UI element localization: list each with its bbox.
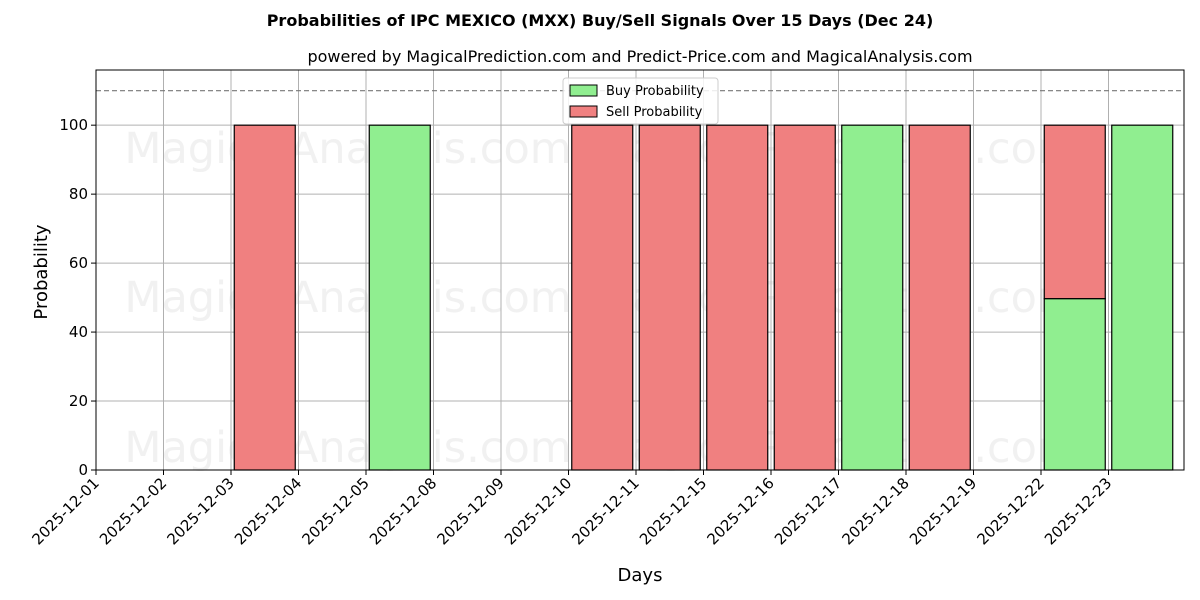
legend-label-buy: Buy Probability <box>606 84 704 99</box>
y-tick-label: 40 <box>69 323 88 341</box>
sell-bar <box>706 124 769 471</box>
legend-label-sell: Sell Probability <box>606 105 703 120</box>
chart-title: Probabilities of IPC MEXICO (MXX) Buy/Se… <box>267 11 934 30</box>
legend-swatch-buy <box>569 84 598 97</box>
x-tick-label: 2025-12-03 <box>163 474 237 548</box>
watermark-text: MagicalAnalysis.com <box>124 124 571 174</box>
y-tick-label: 80 <box>69 185 88 203</box>
watermark-text: MagicalAnalysis.com <box>124 423 571 473</box>
x-tick-label: 2025-12-01 <box>28 474 102 548</box>
x-tick-label: 2025-12-09 <box>433 474 507 548</box>
x-tick-label: 2025-12-15 <box>636 474 710 548</box>
x-tick-label: 2025-12-05 <box>298 474 372 548</box>
y-tick-label: 0 <box>78 461 88 479</box>
legend-box <box>562 77 719 125</box>
x-tick-label: 2025-12-11 <box>568 474 642 548</box>
x-tick-label: 2025-12-22 <box>973 474 1047 548</box>
sell-bar <box>571 124 634 471</box>
y-tick-label: 20 <box>69 392 88 410</box>
buy-bar <box>1111 124 1174 471</box>
x-axis-label: Days <box>618 565 663 586</box>
sell-bar <box>773 124 836 471</box>
watermark-text: MagicalAnalysis.com <box>124 273 571 323</box>
legend-swatch-sell <box>569 105 598 118</box>
sell-bar <box>908 124 971 471</box>
buy-bar <box>368 124 431 471</box>
x-tick-label: 2025-12-19 <box>906 474 980 548</box>
y-tick-label: 60 <box>69 254 88 272</box>
x-tick-label: 2025-12-17 <box>771 474 845 548</box>
y-tick-label: 100 <box>59 116 88 134</box>
plot-area: MagicalAnalysis.com MagicalPrediction.com… <box>28 69 1185 548</box>
x-tick-label: 2025-12-16 <box>703 474 777 548</box>
sell-bar <box>233 124 296 471</box>
chart-subtitle: powered by MagicalPrediction.com and Pre… <box>307 47 972 66</box>
sell-bar <box>638 124 701 471</box>
x-tick-label: 2025-12-08 <box>366 474 440 548</box>
buy-bar <box>841 124 904 471</box>
x-tick-label: 2025-12-04 <box>231 474 305 548</box>
x-tick-label: 2025-12-23 <box>1041 474 1115 548</box>
plot-frame <box>95 69 1185 471</box>
y-axis-label: Probability <box>31 224 52 319</box>
x-tick-label: 2025-12-10 <box>501 474 575 548</box>
x-tick-label: 2025-12-02 <box>96 474 170 548</box>
buy-bar <box>1043 298 1106 471</box>
sell-bar <box>1043 124 1106 300</box>
x-tick-label: 2025-12-18 <box>838 474 912 548</box>
